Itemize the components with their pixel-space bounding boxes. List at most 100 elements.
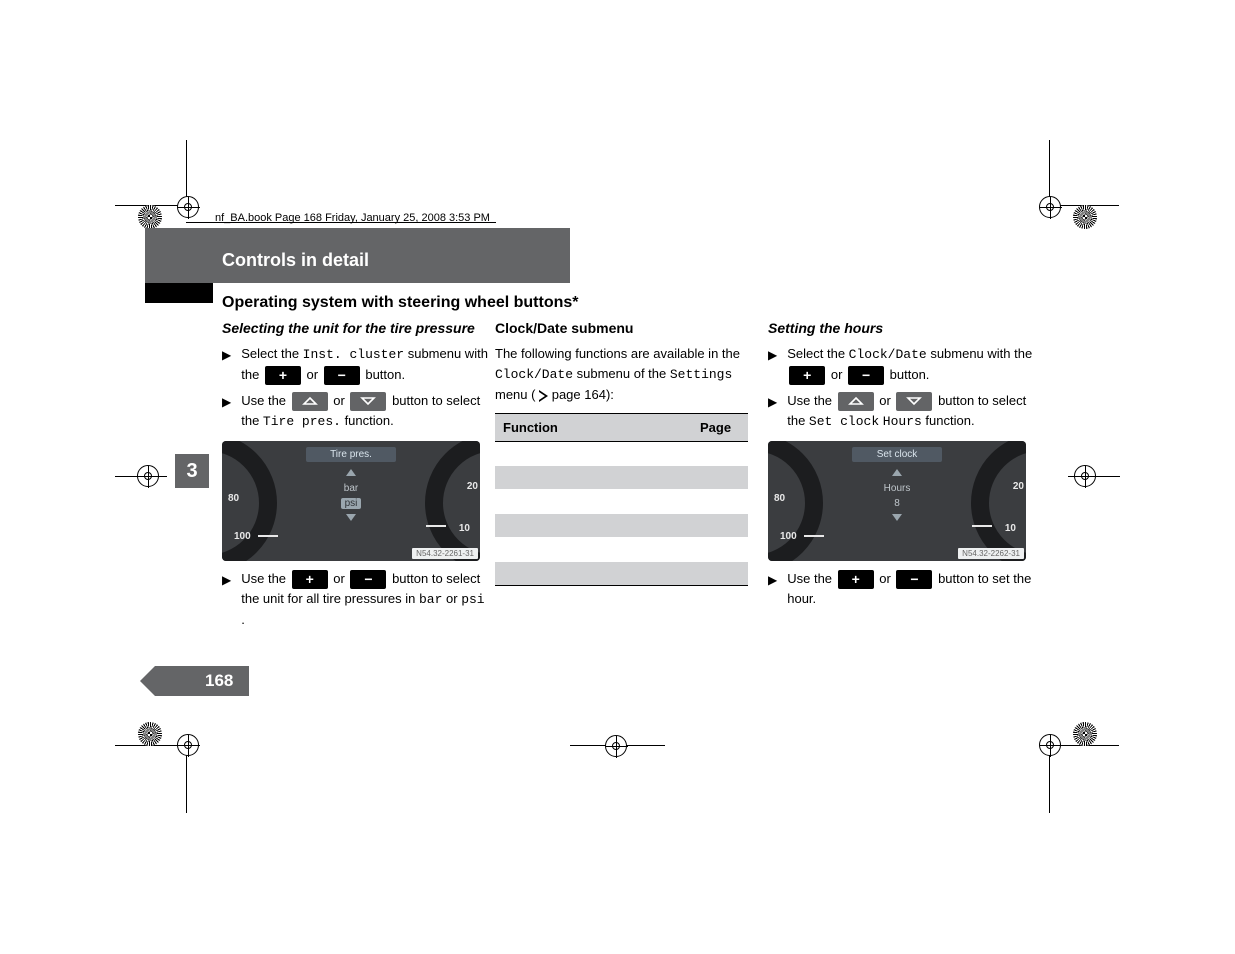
- registration-mark-icon: [1039, 734, 1061, 756]
- text: submenu with the: [930, 346, 1032, 361]
- table-header-page: Page: [692, 414, 748, 442]
- display-panel: Tire pres. bar psi: [306, 447, 396, 528]
- minus-button-icon: −: [350, 570, 386, 589]
- step-arrow-icon: ▶: [222, 391, 231, 432]
- display-header: Tire pres.: [306, 447, 396, 462]
- col3-step-3: ▶ Use the + or − button to set the hour.: [768, 569, 1036, 609]
- display-panel: Set clock Hours 8: [852, 447, 942, 528]
- minus-button-icon: −: [848, 366, 884, 385]
- gauge-num: 80: [228, 493, 239, 504]
- text: Select the: [787, 346, 848, 361]
- col1-step-2: ▶ Use the or button to select the Tire p…: [222, 391, 490, 432]
- table-header-function: Function: [495, 414, 692, 442]
- table-row: [495, 466, 748, 490]
- text: or: [333, 571, 348, 586]
- text: or: [879, 393, 894, 408]
- gauge-num: 80: [774, 493, 785, 504]
- text: Use the: [787, 393, 835, 408]
- table-row: [495, 538, 748, 562]
- col3-heading: Setting the hours: [768, 320, 1036, 336]
- display-line: bar: [306, 483, 396, 494]
- mono-label: psi: [461, 592, 484, 607]
- text: or: [333, 393, 348, 408]
- text: or: [446, 591, 461, 606]
- col2-heading: Clock/Date submenu: [495, 320, 763, 336]
- display-header: Set clock: [852, 447, 942, 462]
- chapter-tab: 3: [175, 454, 209, 488]
- table-row: [495, 490, 748, 514]
- step-arrow-icon: ▶: [768, 569, 777, 609]
- gauge-right: 20 10: [948, 453, 1026, 549]
- step-arrow-icon: ▶: [222, 344, 231, 385]
- text: page 164):: [552, 387, 614, 402]
- text: Use the: [241, 393, 289, 408]
- table-row: [495, 562, 748, 586]
- col1-step-3: ▶ Use the + or − button to select the un…: [222, 569, 490, 629]
- banner-tab: [145, 283, 213, 303]
- registration-mark-icon: [1074, 465, 1096, 487]
- col2-intro: The following functions are available in…: [495, 344, 763, 405]
- text: The following functions are available in…: [495, 346, 740, 361]
- printer-mark-icon: [138, 205, 162, 229]
- plus-button-icon: +: [292, 570, 328, 589]
- text: submenu of the: [577, 366, 670, 381]
- gauge-num: 10: [459, 523, 470, 534]
- text: function.: [345, 413, 394, 428]
- text: Select the: [241, 346, 302, 361]
- display-line: Hours: [852, 483, 942, 494]
- mono-label: Hours: [883, 414, 922, 429]
- col3-step-2: ▶ Use the or button to select the Set cl…: [768, 391, 1036, 432]
- function-table: Function Page: [495, 413, 748, 586]
- registration-mark-icon: [1039, 196, 1061, 218]
- mono-label: Clock/Date: [495, 367, 573, 382]
- mono-label: bar: [419, 592, 442, 607]
- up-button-icon: [838, 392, 874, 411]
- gauge-right: 20 10: [402, 453, 480, 549]
- section-title: Controls in detail: [222, 250, 369, 271]
- text: button.: [365, 367, 405, 382]
- page-number: 168: [155, 666, 249, 696]
- mono-label: Settings: [670, 367, 732, 382]
- column-left: Selecting the unit for the tire pressure…: [222, 320, 490, 635]
- page-subtitle: Operating system with steering wheel but…: [222, 294, 579, 312]
- text: button.: [890, 367, 930, 382]
- col1-step-1: ▶ Select the Inst. cluster submenu with …: [222, 344, 490, 385]
- plus-button-icon: +: [789, 366, 825, 385]
- figure-code: N54.32-2262-31: [958, 548, 1024, 559]
- printer-mark-icon: [1073, 722, 1097, 746]
- column-middle: Clock/Date submenu The following functio…: [495, 320, 763, 586]
- text: Use the: [787, 571, 835, 586]
- mono-label: Inst. cluster: [303, 347, 404, 362]
- gauge-num: 10: [1005, 523, 1016, 534]
- text: menu (: [495, 387, 535, 402]
- step-arrow-icon: ▶: [768, 344, 777, 385]
- gauge-num: 100: [780, 531, 797, 542]
- registration-mark-icon: [177, 734, 199, 756]
- text: function.: [925, 413, 974, 428]
- printer-mark-icon: [1073, 205, 1097, 229]
- display-highlight: psi: [341, 498, 362, 509]
- printer-mark-icon: [138, 722, 162, 746]
- col3-step-1: ▶ Select the Clock/Date submenu with the…: [768, 344, 1036, 385]
- mono-label: Set clock: [809, 414, 879, 429]
- display-value: 8: [852, 498, 942, 509]
- gauge-num: 20: [1013, 481, 1024, 492]
- text: Use the: [241, 571, 289, 586]
- step-arrow-icon: ▶: [222, 569, 231, 629]
- table-row: [495, 514, 748, 538]
- text: or: [831, 367, 846, 382]
- gauge-num: 100: [234, 531, 251, 542]
- registration-mark-icon: [605, 735, 627, 757]
- doc-stamp: nf_BA.book Page 168 Friday, January 25, …: [215, 212, 490, 224]
- table-row: [495, 442, 748, 466]
- gauge-left: 80 100: [768, 453, 846, 549]
- minus-button-icon: −: [324, 366, 360, 385]
- gauge-left: 80 100: [222, 453, 300, 549]
- down-button-icon: [350, 392, 386, 411]
- clock-figure: 80 100 20 10 Set clock Hours 8 N54.32-22…: [768, 441, 1026, 561]
- registration-mark-icon: [137, 465, 159, 487]
- down-button-icon: [896, 392, 932, 411]
- page-number-arrow: [140, 666, 155, 696]
- mono-label: Clock/Date: [849, 347, 927, 362]
- column-right: Setting the hours ▶ Select the Clock/Dat…: [768, 320, 1036, 615]
